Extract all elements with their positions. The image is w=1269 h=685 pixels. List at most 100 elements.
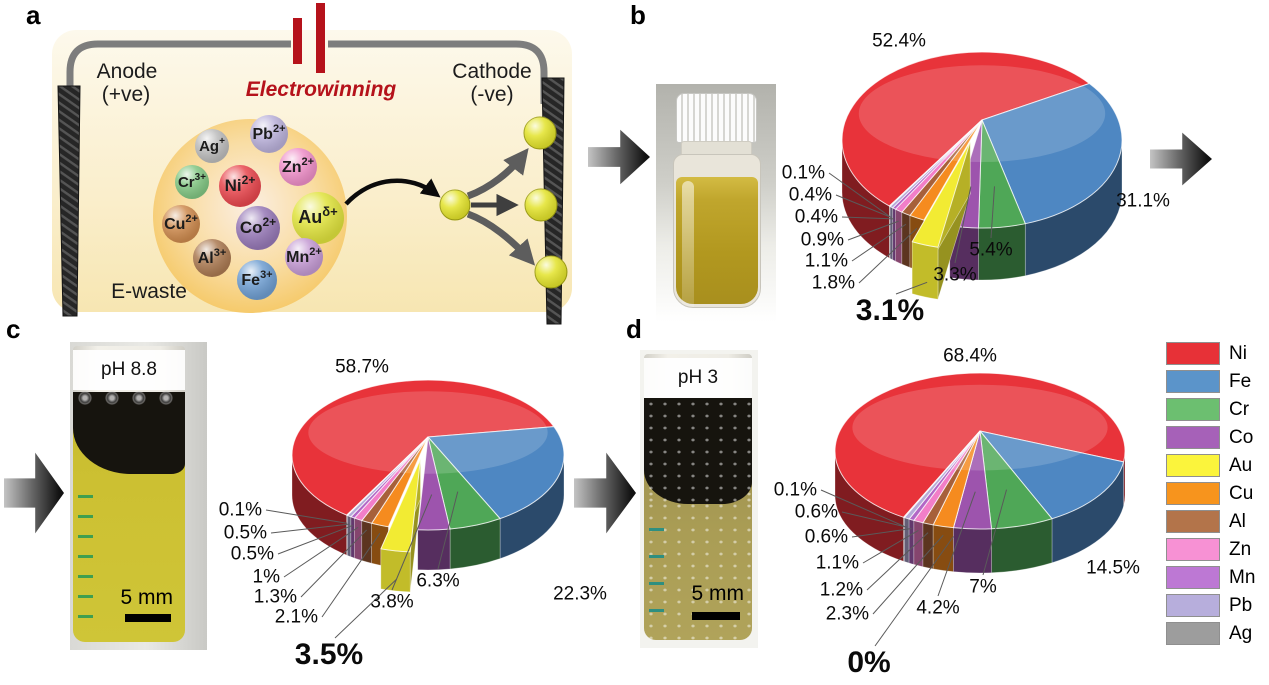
legend-item-al: Al <box>1166 510 1255 533</box>
ion-cu: Cu2+ <box>162 205 200 243</box>
pie-label-c-cr: 6.3% <box>416 570 460 592</box>
leader-line <box>937 491 976 597</box>
pie-slice-wall <box>417 528 451 571</box>
pie-label-d-cr: 7% <box>969 576 997 598</box>
legend-label: Pb <box>1229 595 1253 616</box>
legend-swatch-ni <box>1166 342 1220 365</box>
vial-photo <box>656 84 776 322</box>
pie-label-b-mn: 0.4% <box>794 206 838 228</box>
pie-slice-wall <box>904 517 910 564</box>
pie-label-d-ni: 68.4% <box>943 345 997 367</box>
ion-label: Zn2+ <box>282 156 314 176</box>
scale-bar <box>125 614 171 622</box>
legend-label: Al <box>1229 511 1246 532</box>
anode-polarity: (+ve) <box>101 83 151 106</box>
pie-chart-panel-c <box>291 379 565 593</box>
leader-line <box>270 523 350 534</box>
pie-slice-wall <box>347 514 352 558</box>
ion-cr: Cr3+ <box>175 165 209 199</box>
gold-particle-free <box>439 189 471 221</box>
panel-c-letter: c <box>6 314 21 344</box>
anode-label: Anode <box>96 60 158 83</box>
pie-label-b-fe: 31.1% <box>1116 190 1170 212</box>
ion-co: Co2+ <box>236 206 280 250</box>
ewaste-label: E-waste <box>111 280 187 303</box>
ion-label: Al3+ <box>198 247 227 267</box>
leader-line <box>841 511 907 528</box>
pie-slice-fe <box>981 82 1123 225</box>
pie-slice-wall <box>908 518 915 565</box>
ion-fe: Fe3+ <box>237 260 277 300</box>
legend-label: Ag <box>1229 623 1253 644</box>
legend-item-co: Co <box>1166 426 1255 449</box>
pie-label-b-cr: 5.4% <box>969 239 1013 261</box>
legend-item-ni: Ni <box>1166 342 1255 365</box>
legend-label: Ni <box>1229 343 1247 364</box>
leader-line <box>895 281 928 295</box>
pie-label-c-mn: 0.5% <box>230 543 274 565</box>
pie-slice-ag <box>888 119 983 207</box>
scale-bar-label: 5 mm <box>120 586 174 609</box>
leader-line <box>334 578 397 639</box>
pie-label-c-cu: 2.1% <box>274 606 318 628</box>
pie-gloss-highlight <box>308 391 548 474</box>
gold-migration-arrow <box>344 178 441 206</box>
pie-label-c-al: 1.3% <box>253 586 297 608</box>
tube-photo-ph3: pH 3 5 mm <box>640 350 758 648</box>
leader-line <box>874 536 954 647</box>
legend-swatch-zn <box>1166 538 1220 561</box>
pie-label-d-co: 4.2% <box>916 597 960 619</box>
legend-swatch-ag <box>1166 622 1220 645</box>
circuit-wire-left <box>66 40 291 110</box>
deposition-arrow-down <box>466 210 536 266</box>
pie-label-b-ni: 52.4% <box>872 30 926 52</box>
legend-swatch-pb <box>1166 594 1220 617</box>
pie-label-b-pb: 0.4% <box>788 184 832 206</box>
pie-label-d-au: 0% <box>847 646 891 679</box>
leader-line <box>391 494 433 591</box>
pie-slice-co <box>417 436 451 531</box>
legend-label: Mn <box>1229 567 1256 588</box>
leader-line <box>300 529 368 598</box>
leader-line <box>982 489 1008 576</box>
ion-label: Mn2+ <box>286 246 322 266</box>
gold-deposit-middle <box>524 188 558 222</box>
legend-item-cr: Cr <box>1166 398 1255 421</box>
cathode-polarity: (-ve) <box>470 83 514 106</box>
legend: Ni Fe Cr Co Au Cu Al Zn Mn Pb Ag <box>1166 342 1255 650</box>
ion-zn: Zn2+ <box>279 148 317 186</box>
pie-chart-panel-d <box>834 372 1126 574</box>
tube-photo-ph88: pH 8.8 5 mm <box>70 342 207 650</box>
process-title: Electrowinning <box>245 78 397 101</box>
pie-slice-ag <box>346 436 429 516</box>
scale-bar <box>692 612 740 620</box>
speckles <box>644 398 752 504</box>
tube-glass: pH 8.8 5 mm <box>73 346 185 642</box>
pie-label-c-au: 3.5% <box>294 638 364 671</box>
ph-label: pH 3 <box>644 358 752 398</box>
leader-line <box>277 524 353 555</box>
leader-line <box>851 223 907 262</box>
panel-a-letter: a <box>26 0 41 30</box>
legend-swatch-cu <box>1166 482 1220 505</box>
pie-label-c-ag: 0.1% <box>218 499 262 521</box>
vial-body <box>673 154 761 308</box>
leader-line <box>858 227 918 284</box>
leader-line <box>437 491 459 570</box>
tube-tick-marks <box>649 504 664 626</box>
ion-au: Auδ+ <box>292 192 344 244</box>
ion-label: Cr3+ <box>178 172 206 191</box>
pie-label-d-cu: 2.3% <box>825 603 869 625</box>
legend-item-zn: Zn <box>1166 538 1255 561</box>
tube-tick-marks <box>78 478 93 628</box>
ion-mn: Mn2+ <box>285 238 323 276</box>
anode-electrode <box>57 85 81 317</box>
leader-line <box>321 532 381 618</box>
legend-swatch-mn <box>1166 566 1220 589</box>
pie-label-b-au: 3.1% <box>855 294 925 327</box>
leader-line <box>872 534 944 615</box>
ion-label: Cu2+ <box>164 213 198 233</box>
pie-label-d-al: 1.2% <box>819 579 863 601</box>
legend-item-fe: Fe <box>1166 370 1255 393</box>
